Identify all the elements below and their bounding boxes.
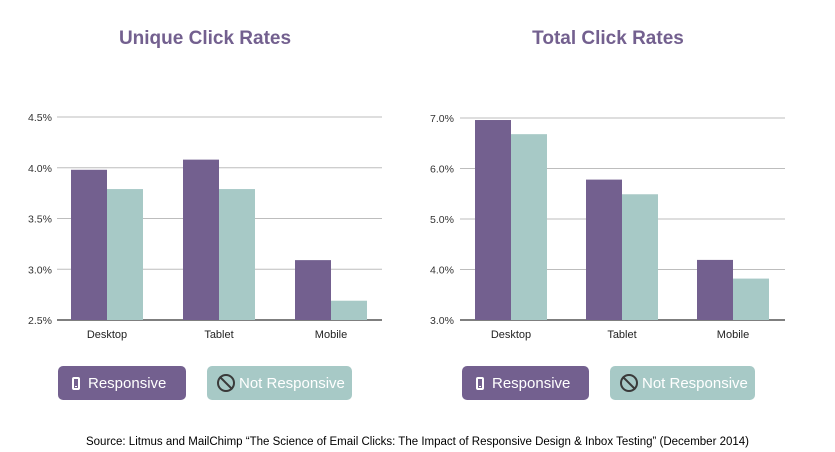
phone-icon: [476, 376, 484, 390]
bar-responsive-mobile: [295, 260, 331, 320]
x-tick-label: Desktop: [87, 329, 127, 341]
y-tick-label: 4.0%: [430, 265, 454, 277]
bar-not-responsive-mobile: [331, 300, 367, 320]
bar-responsive-tablet: [183, 159, 219, 320]
bar-responsive-desktop: [71, 169, 107, 320]
y-tick-label: 3.0%: [28, 264, 52, 276]
legend-not-responsive-label: Not Responsive: [642, 374, 748, 392]
y-tick-label: 7.0%: [430, 113, 454, 125]
no-symbol-icon: [217, 374, 235, 392]
bar-responsive-mobile: [697, 259, 733, 320]
total-click-rates-chart: 3.0% 4.0% 5.0% 6.0% 7.0% Desktop Tablet Mobile: [430, 113, 785, 341]
phone-icon: [72, 376, 80, 390]
x-tick-label: Desktop: [491, 329, 531, 341]
no-symbol-icon: [620, 374, 638, 392]
legend-responsive-label: Responsive: [88, 374, 167, 392]
legend-responsive-right: Responsive: [462, 366, 589, 400]
unique-click-rates-chart: 2.5% 3.0% 3.5% 4.0% 4.5% Desktop Tablet Mobile: [28, 112, 382, 341]
y-tick-label: 2.5%: [28, 315, 52, 327]
legend-not-responsive-left: Not Responsive: [207, 366, 352, 400]
x-tick-label: Mobile: [315, 329, 347, 341]
bar-not-responsive-desktop: [107, 189, 143, 320]
y-tick-label: 3.5%: [28, 214, 52, 226]
x-tick-label: Mobile: [717, 329, 749, 341]
bar-responsive-tablet: [586, 179, 622, 320]
bar-not-responsive-tablet: [622, 194, 658, 320]
total-click-rates-title: Total Click Rates: [532, 28, 684, 49]
y-tick-label: 3.0%: [430, 315, 454, 327]
bar-not-responsive-tablet: [219, 189, 255, 320]
y-tick-label: 4.5%: [28, 112, 52, 124]
y-tick-label: 5.0%: [430, 214, 454, 226]
legend-responsive-label: Responsive: [492, 374, 571, 392]
source-note: Source: Litmus and MailChimp “The Scienc…: [85, 436, 750, 448]
unique-click-rates-title: Unique Click Rates: [118, 28, 292, 49]
legend-responsive-left: Responsive: [58, 366, 186, 400]
legend-not-responsive-right: Not Responsive: [610, 366, 755, 400]
bar-responsive-desktop: [475, 120, 511, 320]
y-tick-label: 6.0%: [430, 164, 454, 176]
legend-not-responsive-label: Not Responsive: [239, 374, 345, 392]
x-tick-label: Tablet: [607, 329, 636, 341]
y-tick-label: 4.0%: [28, 163, 52, 175]
bar-not-responsive-mobile: [733, 278, 769, 320]
x-tick-label: Tablet: [204, 329, 233, 341]
bar-not-responsive-desktop: [511, 134, 547, 320]
